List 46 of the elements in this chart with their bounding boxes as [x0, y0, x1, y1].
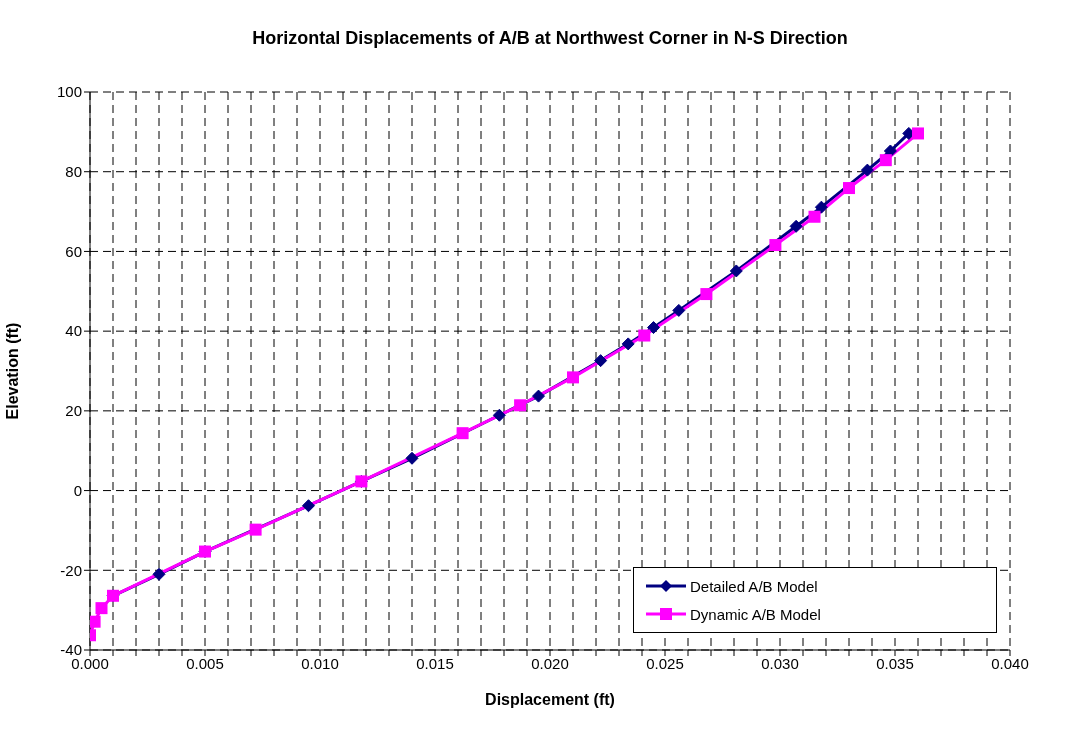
point	[532, 389, 545, 403]
y-tick-label: 0	[73, 481, 82, 499]
point	[729, 264, 743, 278]
x-tick-label: 0.040	[991, 654, 1029, 672]
point	[700, 288, 713, 301]
point	[843, 182, 855, 195]
y-tick-label: 20	[65, 402, 82, 420]
point	[912, 127, 924, 140]
x-tick-label: 0.005	[186, 654, 224, 672]
y-tick-label: 60	[65, 242, 82, 260]
y-tick-label: 80	[65, 163, 82, 181]
point	[152, 567, 166, 581]
point	[672, 303, 686, 317]
x-tick-label: 0.025	[646, 654, 684, 672]
point	[492, 408, 506, 422]
y-tick-label: -20	[60, 561, 82, 579]
point	[567, 371, 579, 384]
x-tick-label: 0.010	[301, 654, 339, 672]
y-tick-label: 40	[65, 322, 82, 340]
x-tick-label: 0.020	[531, 654, 569, 672]
chart-title: Horizontal Displacements of A/B at Northwest Corner in N-S Direction	[251, 28, 849, 49]
y-axis-title: Elevation (ft)	[3, 322, 21, 420]
point	[808, 210, 821, 223]
point	[405, 451, 419, 465]
point	[769, 239, 782, 252]
point	[95, 602, 108, 615]
x-tick-label: 0.015	[416, 654, 454, 672]
point	[249, 523, 262, 536]
x-tick-label: 0.030	[761, 654, 799, 672]
x-axis-title: Displacement (ft)	[485, 691, 615, 708]
legend-label: Detailed A/B Model	[690, 577, 818, 595]
point	[647, 321, 660, 335]
point	[514, 399, 527, 412]
point	[90, 615, 101, 628]
point	[814, 200, 828, 214]
point	[302, 499, 315, 513]
point	[860, 163, 874, 177]
point	[638, 329, 651, 342]
legend-label: Dynamic A/B Model	[690, 605, 821, 623]
y-tick-label: 100	[56, 83, 82, 101]
point	[456, 427, 469, 440]
point	[621, 337, 635, 351]
x-tick-label: 0.035	[876, 654, 914, 672]
point	[789, 219, 803, 233]
point	[594, 354, 608, 368]
point	[879, 154, 892, 167]
